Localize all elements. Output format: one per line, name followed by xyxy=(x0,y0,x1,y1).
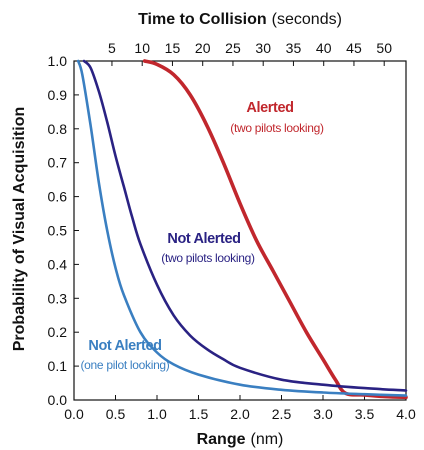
top-tick-label: 35 xyxy=(286,40,302,56)
annotation-not-alerted-two-title: Not Alerted xyxy=(167,231,240,247)
top-axis-title: Time to Collision (seconds) xyxy=(138,11,342,28)
y-tick-label: 0.8 xyxy=(48,121,68,137)
annotation-not-alerted-one-title: Not Alerted xyxy=(88,338,161,354)
top-axis-title-unit: (seconds) xyxy=(272,11,342,28)
annotation-not-alerted-two-subtitle: (two pilots looking) xyxy=(161,251,255,265)
annotation-alerted-title: Alerted xyxy=(246,100,293,116)
x-tick-label: 2.0 xyxy=(230,406,250,422)
top-tick-label: 5 xyxy=(108,40,116,56)
x-tick-label: 0.0 xyxy=(64,406,84,422)
y-tick-label: 0.5 xyxy=(48,223,68,239)
y-tick-label: 0.3 xyxy=(48,290,68,306)
annotation-alerted-subtitle: (two pilots looking) xyxy=(230,121,324,135)
y-tick-label: 0.9 xyxy=(48,87,68,103)
top-tick-label: 15 xyxy=(165,40,181,56)
top-tick-label: 50 xyxy=(376,40,392,56)
x-axis-title: Range (nm) xyxy=(197,431,284,448)
x-tick-label: 4.0 xyxy=(396,406,416,422)
y-tick-label: 0.0 xyxy=(48,392,68,408)
x-axis-title-unit: (nm) xyxy=(251,431,284,448)
x-tick-label: 3.5 xyxy=(355,406,375,422)
series-line-2 xyxy=(82,59,408,392)
top-tick-label: 20 xyxy=(195,40,211,56)
y-tick-label: 0.2 xyxy=(48,324,68,340)
annotation-not-alerted-one-subtitle: (one pilot looking) xyxy=(80,358,169,372)
x-tick-label: 1.0 xyxy=(147,406,167,422)
y-axis-title: Probability of Visual Acquisition xyxy=(11,107,28,351)
y-tick-label: 0.1 xyxy=(48,358,68,374)
series-line-3 xyxy=(76,59,408,397)
x-axis-title-bold: Range xyxy=(197,431,246,448)
x-tick-label: 1.5 xyxy=(189,406,209,422)
chart-marks: 0.0 0.5 1.0 1.5 2.0 2.5 3.0 3.5 4.0 0.0 0.1 0.2 0.3 0… xyxy=(48,40,416,422)
top-tick-label: 10 xyxy=(134,40,150,56)
y-tick-label: 0.7 xyxy=(48,155,68,171)
top-axis-title-bold: Time to Collision xyxy=(138,11,267,28)
x-tick-label: 3.0 xyxy=(313,406,333,422)
y-tick-label: 1.0 xyxy=(48,53,68,69)
top-tick-label: 25 xyxy=(225,40,241,56)
x-tick-label: 0.5 xyxy=(106,406,126,422)
top-tick-label: 45 xyxy=(346,40,362,56)
x-tick-label: 2.5 xyxy=(272,406,292,422)
y-tick-label: 0.6 xyxy=(48,189,68,205)
top-tick-label: 30 xyxy=(255,40,271,56)
top-tick-label: 40 xyxy=(316,40,332,56)
y-tick-label: 0.4 xyxy=(48,256,68,272)
